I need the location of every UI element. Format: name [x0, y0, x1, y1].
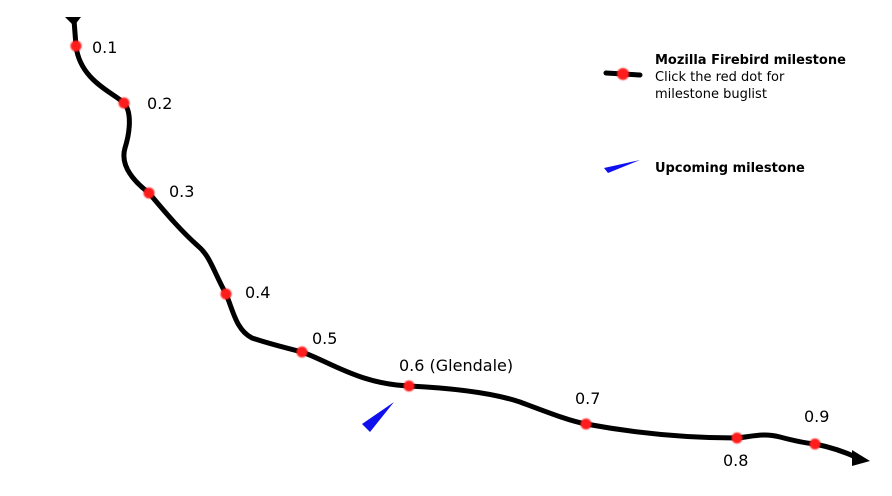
milestone-dot[interactable]	[580, 418, 592, 430]
legend-milestone-line2: milestone buglist	[655, 87, 767, 102]
legend-milestone-line1: Click the red dot for	[655, 70, 785, 85]
upcoming-marker-icon	[362, 402, 394, 432]
milestone-label: 0.5	[312, 329, 337, 348]
legend-upcoming-label: Upcoming milestone	[655, 161, 805, 176]
milestone-label: 0.2	[147, 94, 172, 113]
arrow-right-icon	[852, 450, 870, 466]
milestone-0-4[interactable]: 0.4	[220, 283, 271, 302]
legend-upcoming-icon	[604, 160, 640, 173]
milestone-dot[interactable]	[118, 97, 130, 109]
milestone-0-2[interactable]: 0.2	[118, 94, 173, 113]
milestone-0-1[interactable]: 0.1	[70, 38, 118, 57]
milestone-dot[interactable]	[143, 187, 155, 199]
milestone-0-3[interactable]: 0.3	[143, 182, 195, 201]
milestone-dot[interactable]	[809, 438, 821, 450]
roadmap-track	[71, 17, 861, 461]
milestone-dot[interactable]	[296, 346, 308, 358]
milestone-dot[interactable]	[220, 288, 232, 300]
milestone-dot[interactable]	[403, 380, 415, 392]
milestone-label: 0.9	[804, 407, 829, 426]
milestone-0-8[interactable]: 0.8	[723, 432, 748, 471]
milestone-label: 0.8	[723, 451, 748, 470]
milestone-label: 0.3	[169, 182, 194, 201]
milestone-dot[interactable]	[70, 40, 82, 52]
milestone-label: 0.7	[575, 389, 600, 408]
milestone-dot[interactable]	[731, 432, 743, 444]
legend-milestone-title: Mozilla Firebird milestone	[655, 53, 846, 68]
milestone-0-9[interactable]: 0.9	[804, 407, 829, 450]
milestone-0-7[interactable]: 0.7	[575, 389, 600, 430]
milestone-0-6[interactable]: 0.6 (Glendale)	[399, 356, 513, 392]
legend-dot-icon	[617, 68, 629, 80]
milestone-label: 0.6 (Glendale)	[399, 356, 513, 375]
milestone-label: 0.1	[92, 38, 117, 57]
milestone-0-5[interactable]: 0.5	[296, 329, 338, 358]
milestone-label: 0.4	[245, 283, 270, 302]
legend: Mozilla Firebird milestone Click the red…	[603, 53, 846, 176]
